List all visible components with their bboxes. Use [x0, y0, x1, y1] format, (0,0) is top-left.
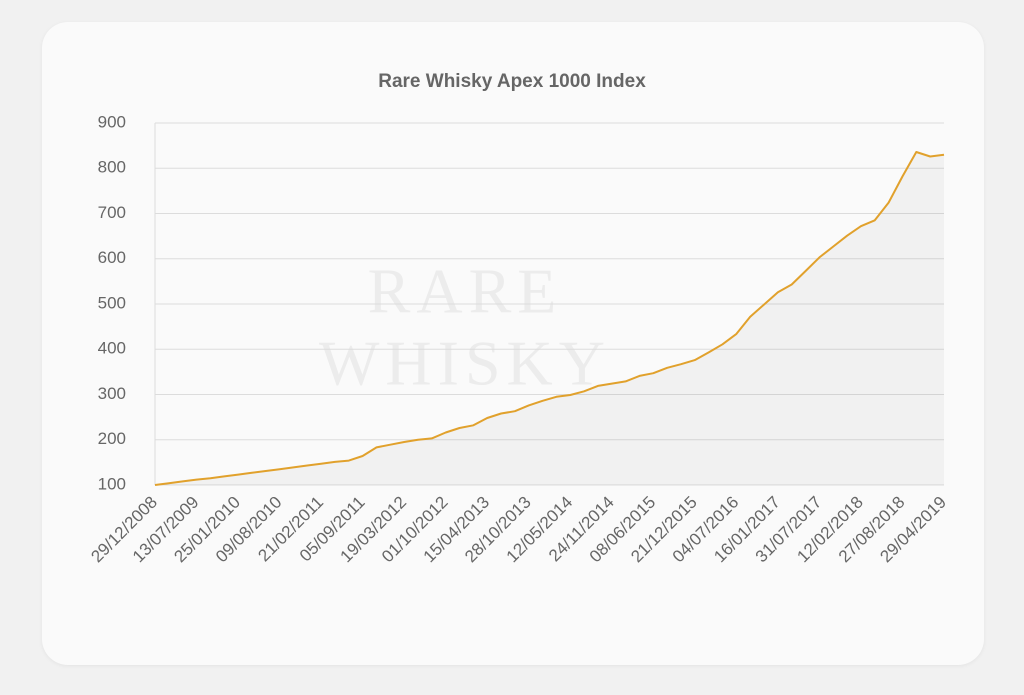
y-tick-label: 900 — [98, 112, 126, 131]
watermark: WHISKY — [319, 328, 611, 399]
line — [154, 151, 945, 486]
y-tick-label: 300 — [98, 384, 126, 403]
y-tick-label: 600 — [98, 248, 126, 267]
y-tick-label: 700 — [98, 203, 126, 222]
y-tick-label: 500 — [98, 293, 126, 312]
y-tick-label: 800 — [98, 158, 126, 177]
y-tick-label: 200 — [98, 429, 126, 448]
chart-title: Rare Whisky Apex 1000 Index — [378, 71, 646, 92]
y-tick-label: 100 — [98, 474, 126, 493]
watermark: RARE — [368, 256, 563, 327]
card — [42, 22, 984, 665]
y-tick-label: 400 — [98, 339, 126, 358]
